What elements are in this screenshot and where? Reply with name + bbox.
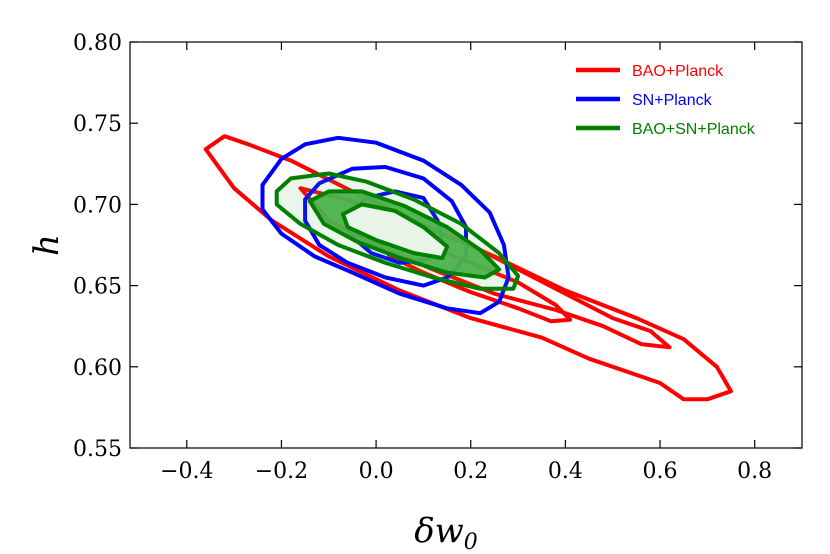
x-axis-title-delta: δw (414, 511, 464, 551)
x-tick-label: 0.4 (548, 459, 583, 484)
contour-bao-planck-outer (203, 134, 733, 402)
legend: BAO+Planck SN+Planck BAO+SN+Planck (576, 63, 756, 138)
y-tick-label: 0.60 (73, 356, 122, 381)
contour-layer (203, 134, 733, 402)
y-tick-label: 0.80 (73, 31, 122, 56)
y-tick-label: 0.70 (73, 193, 122, 218)
x-tick-label: 0.0 (359, 459, 394, 484)
x-tick-label: −0.2 (255, 459, 308, 484)
contour-sn-planck-outer (260, 135, 511, 316)
y-axis-title: h (27, 234, 67, 256)
x-axis-title-subscript: 0 (464, 530, 478, 554)
x-tick-label: 0.8 (737, 459, 772, 484)
y-tick-label: 0.55 (73, 437, 122, 462)
x-axis-title: δw0 (414, 511, 478, 554)
x-tick-label: −0.4 (160, 459, 213, 484)
contour-bao-sn-planck-core (341, 202, 450, 260)
x-tick-label: 0.2 (453, 459, 488, 484)
legend-label: SN+Planck (632, 92, 713, 109)
y-tick-label: 0.65 (73, 275, 122, 300)
plot-frame (129, 41, 803, 449)
x-tick-label: 0.6 (643, 459, 678, 484)
y-tick-label: 0.75 (73, 112, 122, 137)
legend-label: BAO+SN+Planck (632, 121, 756, 138)
axis-ticks: −0.4 −0.2 0.0 0.2 0.4 0.6 0.8 0.55 0.60 0.65 0.70 0… (73, 31, 802, 484)
legend-label: BAO+Planck (632, 63, 724, 80)
